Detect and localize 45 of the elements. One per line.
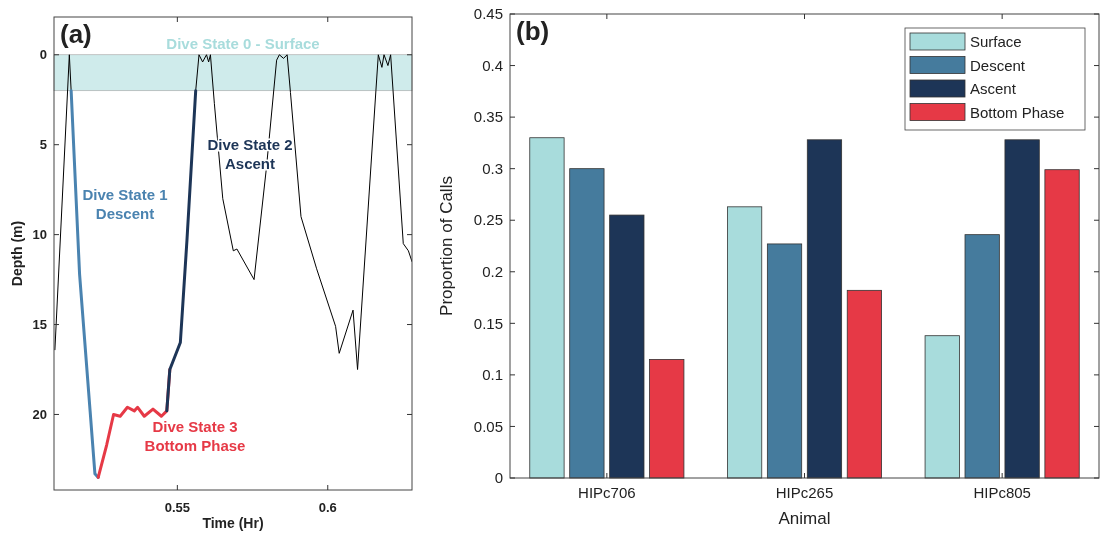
y-tick-label: 0.1: [482, 366, 503, 384]
x-tick-label: HIPc805: [973, 484, 1031, 501]
bar: [1044, 169, 1080, 479]
y-tick-label: 0.35: [473, 108, 503, 126]
y-tick-label: 0: [39, 47, 47, 63]
bar: [609, 214, 645, 479]
y-tick-label: 0.05: [473, 417, 503, 435]
bar: [1004, 139, 1040, 479]
y-tick-label: 15: [32, 317, 47, 333]
y-axis-title: Proportion of Calls: [437, 176, 456, 316]
legend-label: Surface: [970, 33, 1022, 51]
chart-title: (a): [60, 19, 92, 49]
y-tick-label: 0.2: [482, 263, 503, 281]
x-tick-label: 0.6: [318, 500, 337, 515]
bar: [806, 139, 843, 479]
y-tick-label: 0: [494, 469, 503, 487]
legend-label: Bottom Phase: [970, 103, 1065, 121]
y-tick-label: 0.25: [473, 211, 503, 229]
x-tick-label: 0.55: [164, 500, 190, 515]
y-tick-label: 5: [39, 137, 47, 153]
bar: [766, 243, 803, 479]
y-tick-label: 0.45: [473, 5, 503, 23]
x-tick-label: HIPc706: [578, 484, 636, 501]
legend-label: Descent: [970, 56, 1026, 74]
y-tick-label: 20: [32, 407, 47, 423]
bar: [846, 289, 882, 479]
chart-title: (b): [516, 16, 550, 46]
bar: [569, 168, 605, 479]
bar: [529, 137, 565, 479]
x-axis-title: Time (Hr): [202, 515, 264, 531]
legend-label: Ascent: [970, 80, 1017, 98]
x-tick-label: HIPc265: [775, 484, 834, 501]
x-axis-title: Animal: [778, 509, 831, 528]
y-tick-label: 0.4: [482, 56, 503, 74]
series-label: Dive State 3 Bottom Phase: [144, 418, 246, 454]
series-label: Dive State 1 Descent: [82, 186, 168, 222]
bar: [964, 234, 1000, 479]
y-tick-label: 0.3: [482, 159, 503, 177]
bar: [649, 359, 685, 479]
bar: [924, 335, 960, 479]
y-axis-title: Depth (m): [9, 220, 25, 287]
bar: [727, 206, 763, 479]
y-tick-label: 0.15: [473, 314, 503, 332]
band-label: Dive State 0 - Surface: [166, 34, 320, 52]
y-tick-label: 10: [32, 227, 47, 243]
